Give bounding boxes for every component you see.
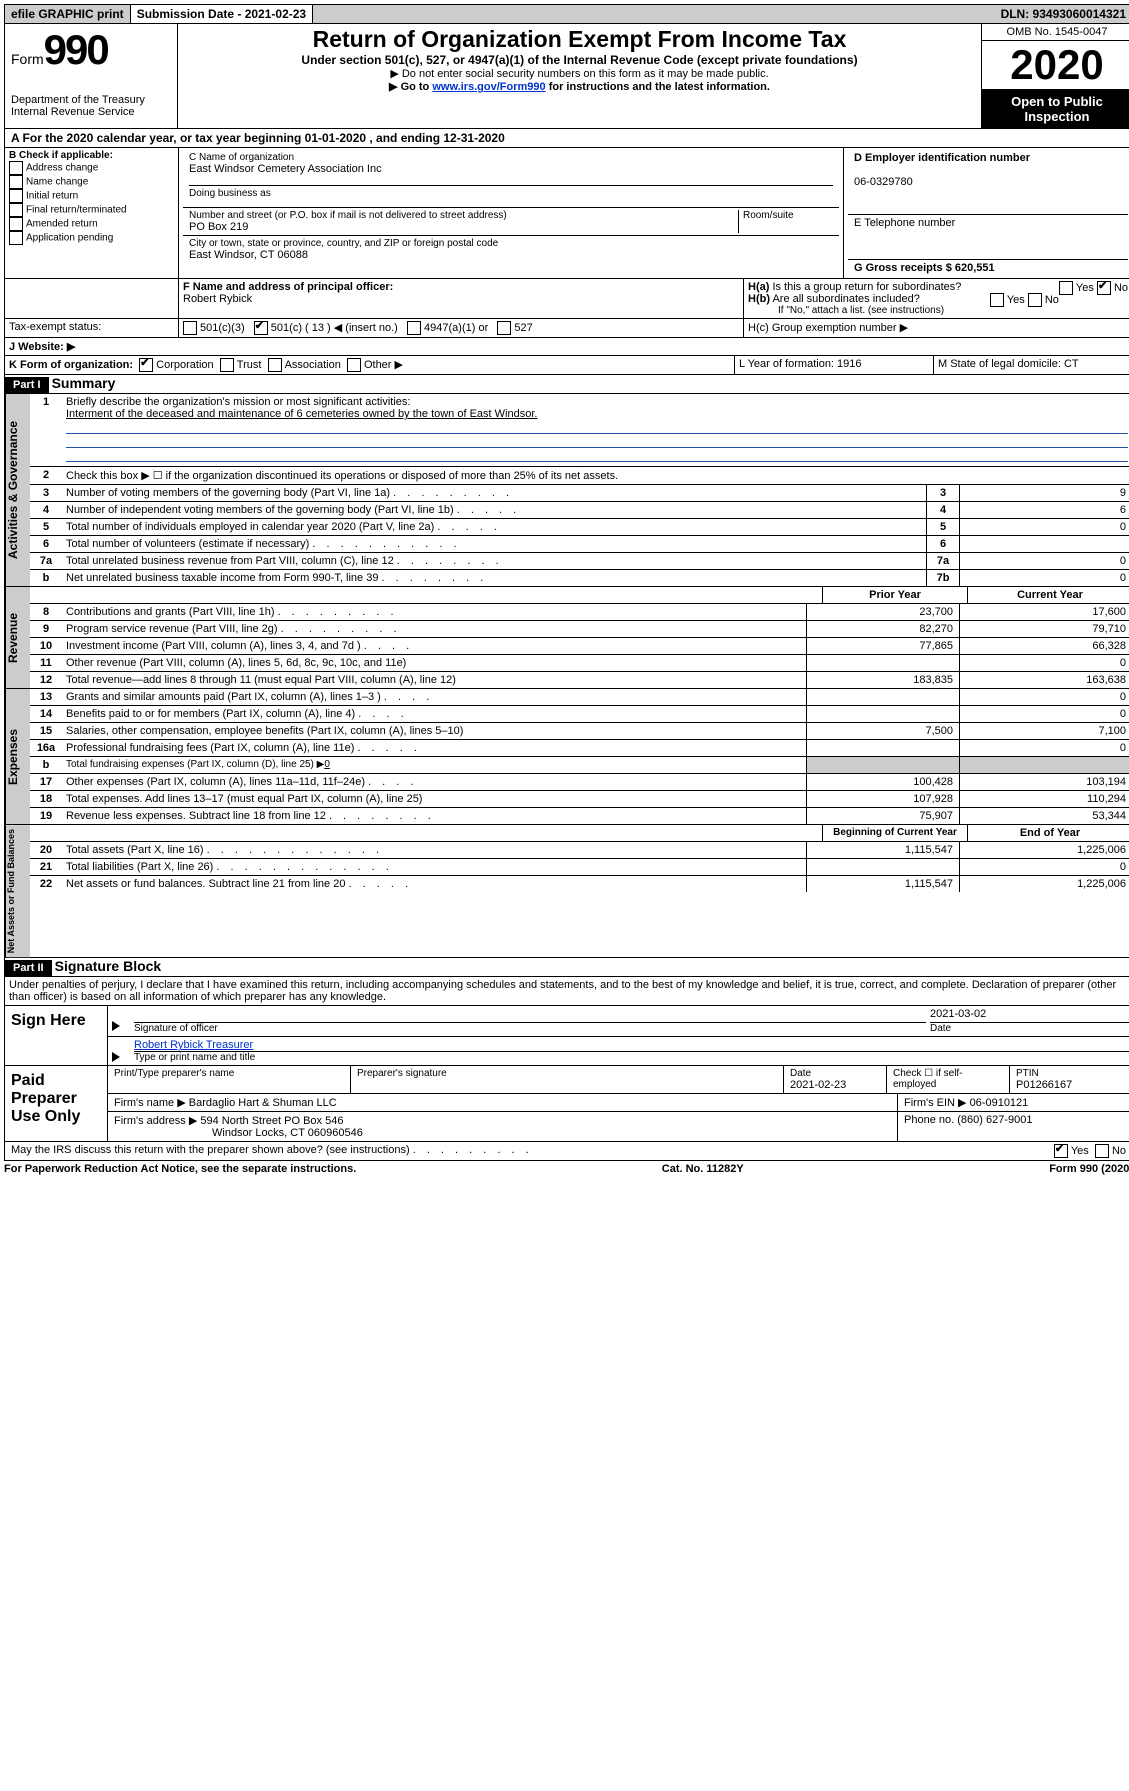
box-c: C Name of organization East Windsor Ceme… [179,148,844,278]
note-ssn: ▶ Do not enter social security numbers o… [184,67,975,80]
name-arrow-icon [112,1052,120,1062]
form-label: Form990 [11,26,171,74]
firm-phone: (860) 627-9001 [957,1114,1032,1126]
top-bar: efile GRAPHIC print Submission Date - 20… [4,4,1129,24]
irs-label: Internal Revenue Service [11,106,171,118]
dln: DLN: 93493060014321 [995,5,1129,23]
state-domicile: M State of legal domicile: CT [934,356,1129,374]
ptin: P01266167 [1016,1079,1126,1091]
j-block: J Website: ▶ [4,338,1129,356]
dept-label: Department of the Treasury [11,94,171,106]
netassets-section: Net Assets or Fund Balances Beginning of… [4,825,1129,958]
fh-block: F Name and address of principal officer:… [4,279,1129,319]
part2-header: Part II Signature Block [4,958,1129,977]
firm-ein: 06-0910121 [970,1097,1029,1109]
form-header: Form990 Department of the Treasury Inter… [4,24,1129,129]
irs-link[interactable]: www.irs.gov/Form990 [432,81,545,93]
ha-question: H(a) Is this a group return for subordin… [748,281,1128,293]
firm-name: Bardaglio Hart & Shuman LLC [189,1097,337,1109]
mission-text: Interment of the deceased and maintenanc… [66,408,537,420]
governance-section: Activities & Governance 1 Briefly descri… [4,394,1129,587]
org-city: East Windsor, CT 06088 [189,249,833,261]
sign-arrow-icon [112,1021,120,1031]
gross-receipts: G Gross receipts $ 620,551 [854,262,995,274]
sign-date: 2021-03-02 [930,1008,1129,1023]
firm-address2: Windsor Locks, CT 060960546 [212,1127,363,1139]
officer-name: Robert Rybick [183,293,252,305]
prep-date: 2021-02-23 [790,1079,880,1091]
revenue-section: Revenue Prior YearCurrent Year 8Contribu… [4,587,1129,689]
open-inspection: Open to Public Inspection [982,90,1129,128]
klm-block: K Form of organization: Corporation Trus… [4,356,1129,375]
footer: For Paperwork Reduction Act Notice, see … [4,1161,1129,1177]
paid-preparer-block: Paid Preparer Use Only Print/Type prepar… [4,1066,1129,1142]
expenses-section: Expenses 13Grants and similar amounts pa… [4,689,1129,825]
part1-header: Part I Summary [4,375,1129,394]
box-b: B Check if applicable: Address change Na… [5,148,179,278]
discuss-line: May the IRS discuss this return with the… [4,1142,1129,1161]
officer-name-title: Robert Rybick Treasurer [134,1039,1129,1052]
efile-button[interactable]: efile GRAPHIC print [5,5,131,23]
box-dg: D Employer identification number 06-0329… [844,148,1129,278]
tax-year: 2020 [982,41,1129,90]
firm-address: 594 North Street PO Box 546 [200,1115,343,1127]
note-goto: ▶ Go to www.irs.gov/Form990 for instruct… [184,80,975,93]
org-name: East Windsor Cemetery Association Inc [189,163,833,175]
year-formation: L Year of formation: 1916 [735,356,934,374]
submission-date: Submission Date - 2021-02-23 [131,5,313,23]
form-title: Return of Organization Exempt From Incom… [184,26,975,53]
omb-number: OMB No. 1545-0047 [982,24,1129,41]
org-address: PO Box 219 [189,221,738,233]
ij-block: Tax-exempt status: 501(c)(3) 501(c) ( 13… [4,319,1129,338]
perjury-text: Under penalties of perjury, I declare th… [4,977,1129,1006]
entity-block: B Check if applicable: Address change Na… [4,148,1129,279]
tax-year-line: A For the 2020 calendar year, or tax yea… [4,129,1129,148]
form-subtitle: Under section 501(c), 527, or 4947(a)(1)… [184,53,975,67]
ein-value: 06-0329780 [854,176,913,188]
sign-here-block: Sign Here Signature of officer 2021-03-0… [4,1006,1129,1066]
hc-line: H(c) Group exemption number ▶ [744,319,1129,337]
